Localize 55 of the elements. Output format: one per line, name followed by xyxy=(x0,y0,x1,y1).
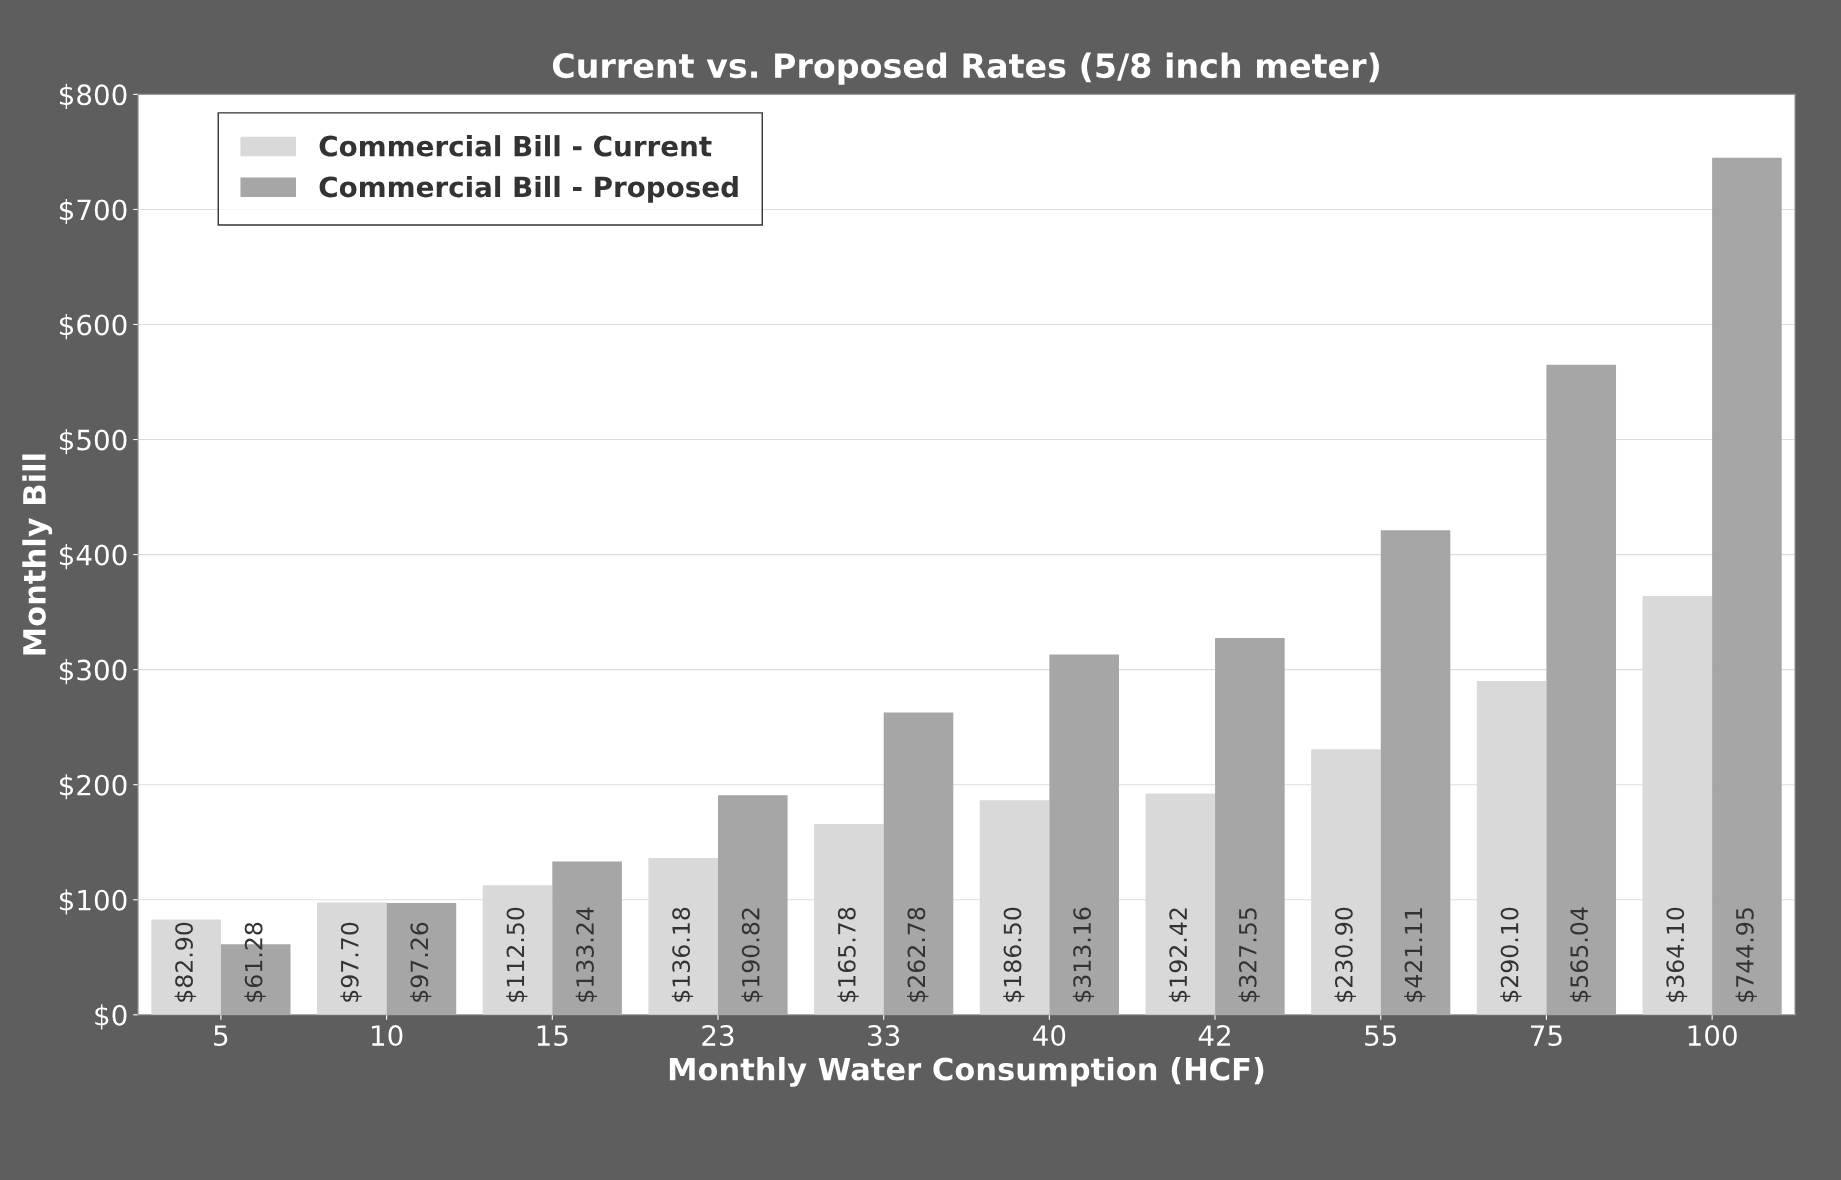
data-label: $313.16 xyxy=(1072,907,1095,1002)
bar xyxy=(883,712,954,1015)
x-tick-label: 42 xyxy=(1198,1025,1230,1046)
data-label: $97.70 xyxy=(340,922,362,1002)
data-label: $186.50 xyxy=(1003,907,1025,1002)
x-tick-label: 75 xyxy=(1531,1025,1562,1047)
data-label: $136.18 xyxy=(671,907,694,1002)
y-tick-label: $800 xyxy=(59,83,127,110)
data-label: $230.90 xyxy=(1334,907,1356,1002)
data-label: $97.26 xyxy=(409,922,432,1002)
data-label: $327.55 xyxy=(1238,908,1260,1002)
bar xyxy=(1380,530,1451,1015)
data-label: $192.42 xyxy=(1168,908,1191,1002)
data-label: $290.10 xyxy=(1500,907,1522,1002)
data-label: $364.10 xyxy=(1665,907,1688,1002)
data-label: $565.04 xyxy=(1569,907,1592,1002)
y-axis-title: Monthly Bill xyxy=(22,454,53,655)
legend-label: Commercial Bill - Current xyxy=(319,135,712,157)
x-tick-label: 5 xyxy=(214,1025,228,1047)
y-tick-label: $600 xyxy=(59,313,127,340)
data-label: $165.78 xyxy=(837,907,859,1002)
bar xyxy=(1049,654,1119,1015)
data-label: $190.82 xyxy=(741,908,763,1002)
bar xyxy=(552,861,622,1015)
bar xyxy=(151,919,221,1015)
x-tick-label: 23 xyxy=(702,1025,734,1047)
y-tick-label: $400 xyxy=(59,544,127,570)
y-tick-label: $0 xyxy=(95,1004,127,1030)
bar xyxy=(317,902,387,1015)
data-label: $61.28 xyxy=(244,922,266,1002)
data-label: $262.78 xyxy=(907,907,929,1002)
data-label: $421.11 xyxy=(1404,908,1426,1002)
data-label: $744.95 xyxy=(1735,908,1757,1002)
x-tick-label: 55 xyxy=(1365,1025,1396,1047)
data-label: $82.90 xyxy=(174,922,197,1002)
bar xyxy=(1215,637,1285,1015)
y-tick-label: $300 xyxy=(59,659,127,685)
x-tick-label: 15 xyxy=(537,1025,568,1047)
bar xyxy=(1712,157,1782,1015)
y-tick-label: $700 xyxy=(59,198,127,225)
bar xyxy=(1546,364,1617,1015)
x-tick-label: 33 xyxy=(868,1025,900,1047)
y-tick-label: $500 xyxy=(59,429,127,455)
bar xyxy=(386,902,457,1015)
legend-label: Commercial Bill - Proposed xyxy=(319,175,738,203)
chart-title: Current vs. Proposed Rates (5/8 inch meter) xyxy=(552,52,1379,85)
y-tick-label: $100 xyxy=(59,889,127,915)
y-tick-label: $200 xyxy=(59,774,127,800)
bar xyxy=(717,795,788,1015)
data-label: $112.50 xyxy=(506,907,528,1002)
x-tick-label: 100 xyxy=(1688,1025,1737,1047)
x-axis-title: Monthly Water Consumption (HCF) xyxy=(669,1056,1264,1087)
x-tick-label: 40 xyxy=(1033,1025,1066,1047)
data-label: $133.24 xyxy=(575,907,598,1002)
x-tick-label: 10 xyxy=(371,1025,403,1047)
